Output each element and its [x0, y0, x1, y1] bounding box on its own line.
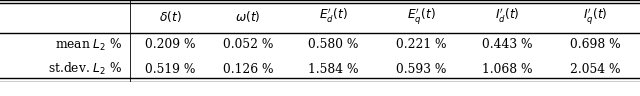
Text: $\delta(t)$: $\delta(t)$	[159, 9, 181, 24]
Text: 0.443 %: 0.443 %	[482, 38, 532, 51]
Text: $\omega(t)$: $\omega(t)$	[236, 9, 261, 24]
Text: mean $L_2$ %: mean $L_2$ %	[55, 37, 122, 53]
Text: st.dev. $L_2$ %: st.dev. $L_2$ %	[48, 61, 122, 77]
Text: $E_q^{\prime}(t)$: $E_q^{\prime}(t)$	[407, 6, 436, 26]
Text: 0.593 %: 0.593 %	[396, 63, 446, 76]
Text: 0.052 %: 0.052 %	[223, 38, 273, 51]
Text: 0.698 %: 0.698 %	[570, 38, 621, 51]
Text: 1.068 %: 1.068 %	[482, 63, 532, 76]
Text: 0.209 %: 0.209 %	[145, 38, 195, 51]
Text: 0.519 %: 0.519 %	[145, 63, 195, 76]
Text: $I_d^{\prime}(t)$: $I_d^{\prime}(t)$	[495, 7, 520, 25]
Text: 0.221 %: 0.221 %	[396, 38, 447, 51]
Text: 0.580 %: 0.580 %	[308, 38, 358, 51]
Text: 1.584 %: 1.584 %	[308, 63, 358, 76]
Text: 0.126 %: 0.126 %	[223, 63, 273, 76]
Text: $I_q^{\prime}(t)$: $I_q^{\prime}(t)$	[584, 6, 608, 26]
Text: $E_d^{\prime}(t)$: $E_d^{\prime}(t)$	[319, 7, 348, 25]
Text: 2.054 %: 2.054 %	[570, 63, 621, 76]
